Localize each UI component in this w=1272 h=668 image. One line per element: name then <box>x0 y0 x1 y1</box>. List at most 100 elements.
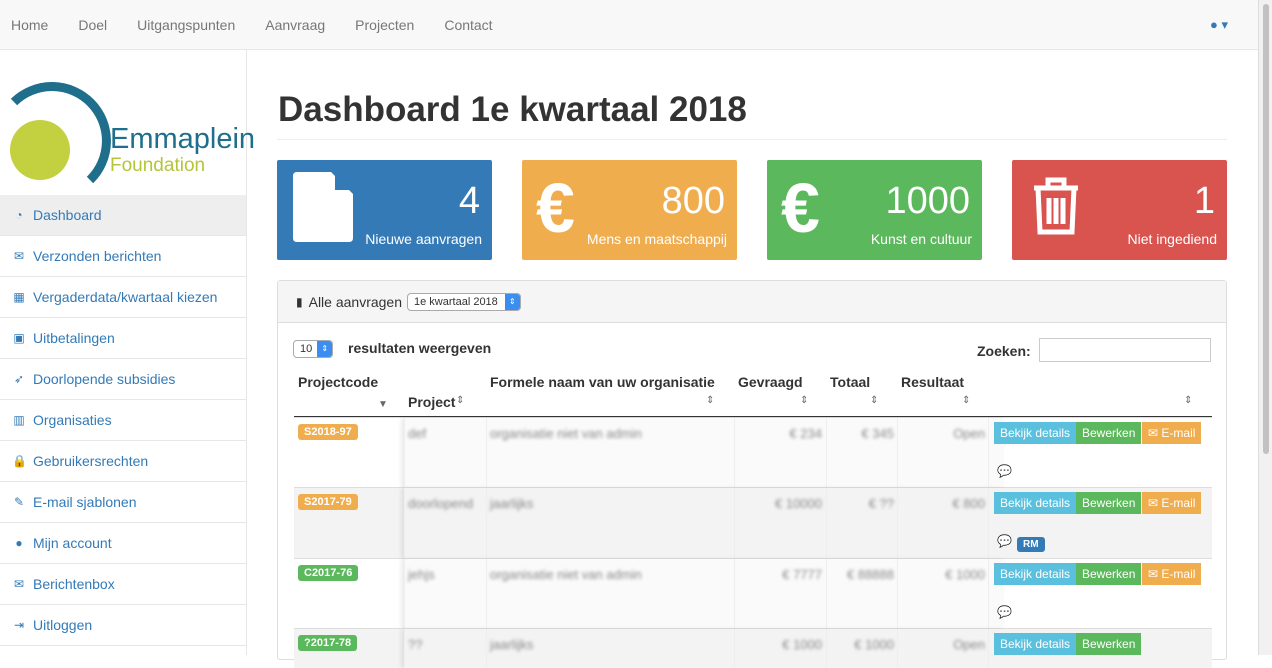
project-cell: ?? <box>408 637 423 652</box>
edit-button[interactable]: Bewerken <box>1076 563 1142 585</box>
money-icon: ▣ <box>13 331 25 345</box>
tag-badge[interactable]: RM <box>1017 537 1045 552</box>
email-button[interactable]: ✉ E-mail <box>1142 492 1202 514</box>
sort-icon[interactable]: ⇕ <box>706 395 715 406</box>
edit-button[interactable]: Bewerken <box>1076 422 1142 444</box>
project-code-badge[interactable]: C2017-76 <box>298 565 359 581</box>
panel-title: Alle aanvragen <box>308 293 403 310</box>
sidebar-item-label: Gebruikersrechten <box>33 453 149 469</box>
comment-icon[interactable]: 💬 <box>997 534 1012 548</box>
sidebar-item-verzonden-berichten[interactable]: ✉ Verzonden berichten <box>0 236 246 277</box>
stat-card[interactable]: 1 Niet ingediend <box>1012 160 1227 260</box>
email-button[interactable]: ✉ E-mail <box>1142 422 1202 444</box>
logo[interactable]: Emmaplein Foundation <box>0 50 255 195</box>
nav-aanvraag[interactable]: Aanvraag <box>265 16 326 33</box>
file-icon: ▮ <box>296 294 303 309</box>
user-icon: ● <box>15 536 23 550</box>
table-row: C2017-76 jehjs organisatie niet van admi… <box>294 558 1212 629</box>
comment-icon[interactable]: 💬 <box>997 464 1012 478</box>
sidebar-item-label: Vergaderdata/kwartaal kiezen <box>33 289 218 305</box>
sign-out-icon: ⇥ <box>13 618 25 632</box>
column-header[interactable]: Formele naam van uw organisatie <box>490 374 715 390</box>
project-code-badge[interactable]: ?2017-78 <box>298 635 358 651</box>
requested-cell: € 7777 <box>782 567 822 582</box>
envelope-icon: ✉ <box>13 249 25 263</box>
sidebar-item-label: Organisaties <box>33 412 112 428</box>
edit-button[interactable]: Bewerken <box>1076 492 1142 514</box>
column-header[interactable]: Projectcode <box>298 374 378 390</box>
divider <box>277 139 1227 140</box>
sidebar-item-dashboard[interactable]: ◔ Dashboard <box>0 195 246 236</box>
project-code-badge[interactable]: S2017-79 <box>298 494 358 510</box>
stat-value: 1 <box>1193 180 1215 222</box>
sort-icon[interactable]: ⇕ <box>456 395 465 406</box>
nav-doel[interactable]: Doel <box>78 16 108 33</box>
sidebar-item-gebruikersrechten[interactable]: 🔒 Gebruikersrechten <box>0 441 246 482</box>
organisation-cell: organisatie niet van admin <box>490 567 642 582</box>
sidebar-item-organisaties[interactable]: ▥ Organisaties <box>0 400 246 441</box>
project-code-badge[interactable]: S2018-97 <box>298 424 358 440</box>
stat-value: 4 <box>458 180 480 222</box>
sort-icon[interactable]: ⇕ <box>800 395 809 406</box>
sidebar-item-label: Uitloggen <box>33 617 93 633</box>
quarter-select[interactable]: 1e kwartaal 2018 ⇕ <box>407 292 521 311</box>
sidebar-item-mijn-account[interactable]: ● Mijn account <box>0 523 246 564</box>
view-details-button[interactable]: Bekijk details <box>994 563 1077 585</box>
nav-contact[interactable]: Contact <box>444 16 493 33</box>
result-cell: € 800 <box>952 496 985 511</box>
sort-desc-icon[interactable]: ▼ <box>378 399 388 410</box>
sidebar-item-e-mail-sjablonen[interactable]: ✎ E-mail sjablonen <box>0 482 246 523</box>
sort-icon[interactable]: ⇕ <box>870 395 879 406</box>
sidebar-item-label: Uitbetalingen <box>33 330 115 346</box>
envelope-icon: ✉ <box>1148 426 1159 440</box>
project-cell: def <box>408 426 427 441</box>
sidebar-item-label: E-mail sjablonen <box>33 494 137 510</box>
user-menu[interactable]: ● ▾ <box>1210 17 1228 33</box>
stat-card[interactable]: 4 Nieuwe aanvragen <box>277 160 492 260</box>
sidebar-item-doorlopende-subsidies[interactable]: ➶ Doorlopende subsidies <box>0 359 246 400</box>
stat-label: Mens en maatschappij <box>586 231 727 247</box>
edit-button[interactable]: Bewerken <box>1076 633 1142 655</box>
stat-card[interactable]: €800 Mens en maatschappij <box>522 160 737 260</box>
column-header-label: Projectcode <box>298 374 379 390</box>
stat-card[interactable]: €1000 Kunst en cultuur <box>767 160 982 260</box>
sidebar-item-berichtenbox[interactable]: ✉ Berichtenbox <box>0 564 246 605</box>
view-details-button[interactable]: Bekijk details <box>994 492 1077 514</box>
envelope-icon: ✉ <box>1148 567 1159 581</box>
column-header[interactable]: Gevraagd <box>738 374 803 390</box>
view-details-button[interactable]: Bekijk details <box>994 422 1077 444</box>
column-header[interactable]: Project <box>408 394 455 410</box>
column-header-label: Gevraagd <box>738 374 803 390</box>
sort-icon[interactable]: ⇕ <box>1184 395 1193 406</box>
page-size-select[interactable]: 10 ⇕ <box>293 340 334 358</box>
column-header[interactable]: Resultaat <box>901 374 964 390</box>
search-input[interactable] <box>1039 338 1211 362</box>
requested-cell: € 10000 <box>775 496 822 511</box>
sidebar-item-uitbetalingen[interactable]: ▣ Uitbetalingen <box>0 318 246 359</box>
file-icon <box>293 172 353 242</box>
sidebar-item-vergaderdata-kwartaal-kiezen[interactable]: ▦ Vergaderdata/kwartaal kiezen <box>0 277 246 318</box>
result-cell: Open <box>953 637 985 652</box>
email-button[interactable]: ✉ E-mail <box>1142 563 1202 585</box>
logo-subtext: Foundation <box>110 155 206 176</box>
logo-text: Emmaplein <box>110 123 256 155</box>
select-arrow-icon: ⇕ <box>317 341 333 357</box>
table-row: S2018-97 def organisatie niet van admin … <box>294 417 1212 488</box>
scrollbar-thumb[interactable] <box>1263 4 1269 454</box>
scrollbar[interactable] <box>1258 0 1272 655</box>
nav-home[interactable]: Home <box>11 16 49 33</box>
nav-uitgangspunten[interactable]: Uitgangspunten <box>137 16 236 33</box>
sort-icon[interactable]: ⇕ <box>962 395 971 406</box>
view-details-button[interactable]: Bekijk details <box>994 633 1077 655</box>
organisation-cell: jaarlijks <box>490 496 534 511</box>
comment-icon[interactable]: 💬 <box>997 605 1012 619</box>
nav-projecten[interactable]: Projecten <box>355 16 415 33</box>
result-cell: Open <box>953 426 985 441</box>
sidebar-item-label: Berichtenbox <box>33 576 115 592</box>
column-header[interactable]: Totaal <box>830 374 870 390</box>
calendar-icon: ▦ <box>13 290 25 304</box>
lock-icon: 🔒 <box>12 454 27 468</box>
column-header-label: Formele naam van uw organisatie <box>490 374 715 390</box>
stat-label: Niet ingediend <box>1127 231 1217 247</box>
sidebar-item-uitloggen[interactable]: ⇥ Uitloggen <box>0 605 246 646</box>
